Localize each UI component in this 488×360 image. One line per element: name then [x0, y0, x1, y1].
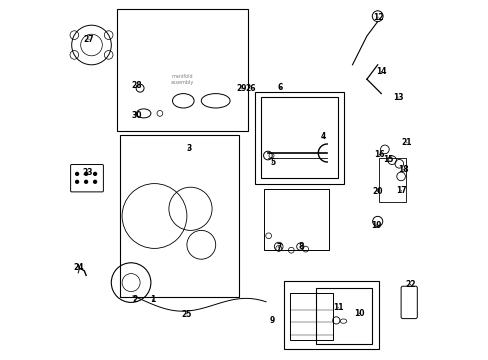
- Circle shape: [94, 172, 96, 175]
- Text: 10: 10: [353, 309, 364, 318]
- Text: 16: 16: [373, 150, 384, 159]
- Text: 27: 27: [83, 35, 94, 44]
- Text: 26: 26: [245, 84, 256, 93]
- Text: 30: 30: [132, 111, 142, 120]
- Text: 18: 18: [397, 165, 408, 174]
- Text: 24: 24: [74, 263, 84, 272]
- Text: 11: 11: [332, 303, 343, 312]
- Text: 9: 9: [269, 316, 275, 325]
- Circle shape: [84, 180, 87, 183]
- Bar: [260, 97, 337, 178]
- Bar: [316, 288, 371, 344]
- Text: 12: 12: [372, 13, 383, 22]
- Bar: [255, 92, 343, 184]
- Bar: [284, 281, 379, 349]
- Bar: [117, 9, 247, 131]
- Text: 29: 29: [236, 84, 246, 93]
- Text: 1: 1: [150, 295, 155, 304]
- Text: 15: 15: [383, 155, 393, 164]
- Text: 2: 2: [132, 295, 137, 304]
- Text: 17: 17: [396, 186, 406, 195]
- Bar: [120, 135, 239, 297]
- Text: 6: 6: [277, 83, 283, 92]
- Text: 8: 8: [298, 242, 304, 251]
- Circle shape: [76, 180, 79, 183]
- Text: 19: 19: [370, 220, 381, 230]
- Text: 14: 14: [375, 67, 386, 76]
- Circle shape: [94, 180, 96, 183]
- Text: 22: 22: [405, 280, 415, 289]
- Text: manifold
assembly: manifold assembly: [171, 74, 194, 85]
- Text: 23: 23: [82, 168, 93, 177]
- Text: 4: 4: [320, 132, 325, 141]
- Circle shape: [76, 172, 79, 175]
- Bar: [264, 189, 328, 250]
- Text: 5: 5: [269, 158, 275, 167]
- Text: 28: 28: [131, 81, 142, 90]
- Bar: [289, 293, 332, 340]
- Text: 25: 25: [182, 310, 192, 319]
- Circle shape: [84, 172, 87, 175]
- Text: 20: 20: [372, 187, 382, 196]
- Text: 13: 13: [392, 93, 403, 102]
- Text: 3: 3: [186, 144, 191, 153]
- Bar: [379, 158, 406, 202]
- Text: 7: 7: [275, 243, 281, 252]
- Text: 21: 21: [401, 138, 411, 147]
